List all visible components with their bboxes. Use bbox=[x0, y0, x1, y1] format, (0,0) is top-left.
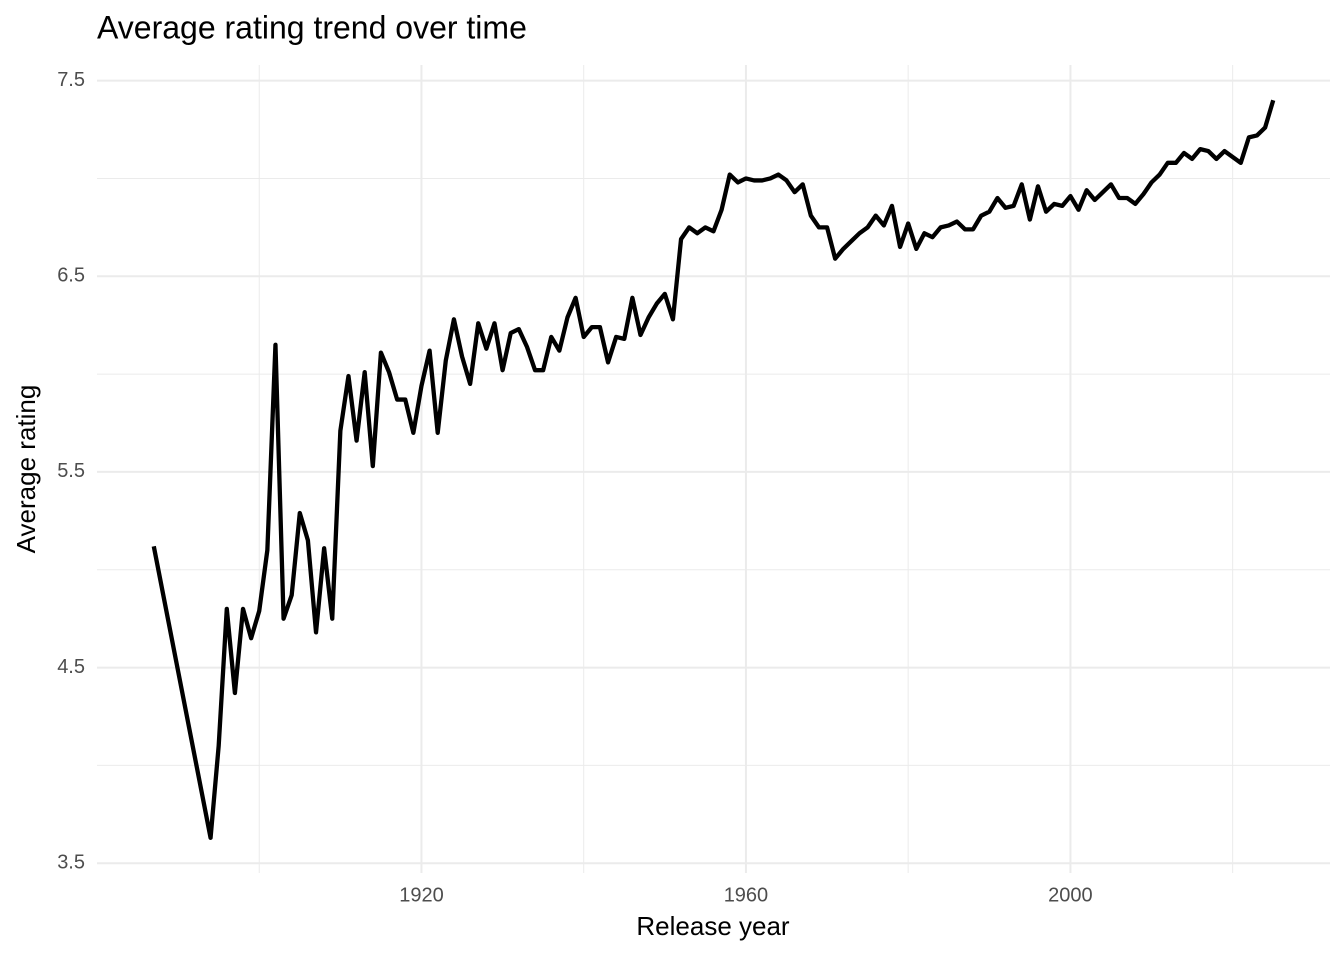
x-tick-label: 1920 bbox=[399, 884, 444, 906]
x-tick-label: 1960 bbox=[724, 884, 769, 906]
x-tick-label: 2000 bbox=[1048, 884, 1093, 906]
y-axis-title: Average rating bbox=[11, 385, 41, 554]
line bbox=[151, 99, 1276, 840]
x-axis-title: Release year bbox=[636, 911, 790, 941]
chart-title: Average rating trend over time bbox=[97, 9, 527, 45]
y-tick-label: 4.5 bbox=[57, 656, 85, 678]
y-tick-label: 5.5 bbox=[57, 460, 85, 482]
y-tick-label: 3.5 bbox=[57, 851, 85, 873]
y-tick-label: 6.5 bbox=[57, 265, 85, 287]
y-tick-label: 7.5 bbox=[57, 69, 85, 91]
